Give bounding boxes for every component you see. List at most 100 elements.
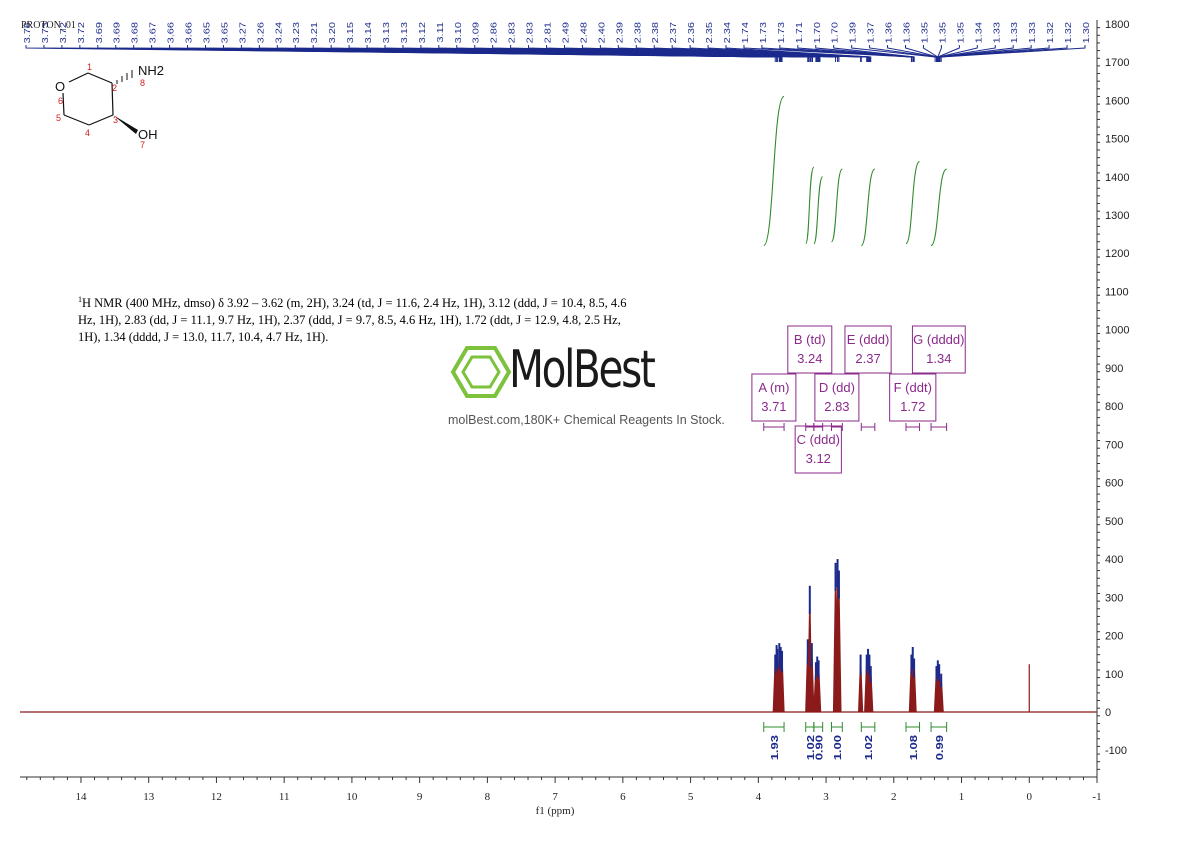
y-tick-label: 400 xyxy=(1105,554,1123,566)
integral-curve xyxy=(830,168,843,243)
atom-label-hydroxyl: OH xyxy=(138,127,158,142)
peak xyxy=(809,643,815,713)
molecule-structure: O NH2 OH 1 2 3 4 5 6 7 8 xyxy=(55,62,164,150)
atom-number: 4 xyxy=(85,128,90,138)
peak-leader-line xyxy=(546,45,840,62)
integral-curve xyxy=(930,168,948,247)
solid-wedge-bond xyxy=(113,115,138,134)
atom-label-amine: NH2 xyxy=(138,63,164,78)
x-tick-label: 2 xyxy=(891,791,897,803)
x-tick-label: -1 xyxy=(1092,791,1101,803)
experiment-name: PROTON_01 xyxy=(21,20,76,31)
peak-label: 3.12 xyxy=(418,22,427,43)
integral-curves xyxy=(763,95,948,247)
peak-label: 1.33 xyxy=(1029,22,1038,43)
atom-number: 6 xyxy=(58,96,63,106)
atom-number: 1 xyxy=(87,62,92,72)
peak xyxy=(911,658,917,713)
peak-label: 3.24 xyxy=(275,21,284,43)
peak xyxy=(868,666,874,713)
multiplet-label: F (ddt) xyxy=(894,380,932,395)
y-tick-label: 800 xyxy=(1105,401,1123,413)
spectrum-peaks xyxy=(772,559,1030,713)
y-tick-label: 1100 xyxy=(1105,286,1129,298)
peak-label: 2.49 xyxy=(562,22,571,43)
peak-leader-line xyxy=(779,45,913,62)
peak-label: 2.35 xyxy=(705,22,714,43)
peak-label: 3.27 xyxy=(239,22,248,43)
x-tick-label: 0 xyxy=(1027,791,1033,803)
multiplet-label: C (ddd) xyxy=(797,432,840,447)
peak-label: 3.67 xyxy=(149,22,158,43)
peak-label: 1.36 xyxy=(903,22,912,43)
y-tick-label: 600 xyxy=(1105,478,1123,490)
peak-leader-line xyxy=(797,45,914,62)
x-tick-label: 3 xyxy=(823,791,829,803)
multiplet-shift: 3.24 xyxy=(797,351,822,366)
integral-value: 0.90 xyxy=(815,735,825,760)
integral-values: 1.93 1.020.90 1.00 1.02 1.08 0.99 xyxy=(763,722,948,760)
peak-label: 3.13 xyxy=(400,22,409,43)
peak-label: 3.73 xyxy=(41,22,50,43)
peak-leader-line xyxy=(689,45,870,62)
peak-leader-line xyxy=(940,45,1086,62)
peak-label: 3.68 xyxy=(131,22,140,43)
y-tick-label: 200 xyxy=(1105,631,1123,643)
molbest-logo-text: MolBest xyxy=(509,340,656,400)
peak-leader-line xyxy=(937,45,960,62)
y-tick-label: 300 xyxy=(1105,592,1123,604)
peak-label: 2.38 xyxy=(634,22,643,43)
peak-label: 1.32 xyxy=(1046,22,1055,43)
peak-labels: 3.75 3.73 3.72 3.72 3.69 3.69 3.68 3.67 3.66 3.66… xyxy=(23,21,1091,62)
peak-label: 1.30 xyxy=(1082,22,1091,43)
multiplet-label: B (td) xyxy=(794,332,826,347)
atom-number: 3 xyxy=(113,115,118,125)
peak xyxy=(836,570,842,713)
peak-label: 1.73 xyxy=(759,22,768,43)
y-tick-label: 1500 xyxy=(1105,134,1129,146)
x-tick-label: 12 xyxy=(211,791,222,803)
y-tick-label: 1300 xyxy=(1105,210,1129,222)
peak-label: 3.66 xyxy=(185,22,194,43)
peak-label: 3.13 xyxy=(382,22,391,43)
peak-label: 3.14 xyxy=(364,21,373,43)
multiplet-shift: 2.37 xyxy=(855,351,880,366)
peak-label: 3.10 xyxy=(454,22,463,43)
x-tick-label: 7 xyxy=(552,791,558,803)
multiplet-shift: 2.83 xyxy=(824,399,849,414)
peak-label: 1.32 xyxy=(1064,22,1073,43)
integral-value: 1.08 xyxy=(909,734,919,760)
multiplet-boxes: A (m) 3.71 B (td) 3.24 C (ddd) 3.12 D (dd) 2.83… xyxy=(751,325,966,474)
y-tick-label: 0 xyxy=(1105,707,1111,719)
nmr-description: 1H NMR (400 MHz, dmso) δ 3.92 – 3.62 (m,… xyxy=(78,291,638,346)
multiplet-label: G (dddd) xyxy=(913,332,964,347)
peak-leader-line xyxy=(937,45,978,62)
peak-leader-line xyxy=(743,45,912,62)
peak-label: 1.33 xyxy=(1011,22,1020,43)
peak-leader-line xyxy=(833,45,915,62)
integral-curve xyxy=(763,95,785,247)
peak-label: 3.72 xyxy=(77,22,86,43)
nucleus-superscript: 1 xyxy=(78,295,82,304)
integral-value: 1.00 xyxy=(833,735,843,760)
multiplet-box xyxy=(889,373,937,422)
y-tick-label: 500 xyxy=(1105,516,1123,528)
y-tick-label: 1700 xyxy=(1105,57,1129,69)
integral-curve xyxy=(813,176,824,245)
peak-label: 3.66 xyxy=(167,22,176,43)
nmr-description-text: H NMR (400 MHz, dmso) δ 3.92 – 3.62 (m, … xyxy=(78,296,627,345)
peak xyxy=(938,673,944,713)
multiplet-box xyxy=(794,425,842,474)
y-tick-label: -100 xyxy=(1105,745,1127,757)
peak-label: 1.35 xyxy=(939,22,948,43)
x-axis: 14 13 12 11 10 9 8 7 6 5 4 3 2 1 0 -1 xyxy=(26,777,1102,803)
multiplet-box xyxy=(751,373,797,422)
atom-number: 7 xyxy=(140,140,145,150)
integral-value: 1.93 xyxy=(770,735,780,760)
multiplet-box xyxy=(814,373,860,422)
peak-label: 2.86 xyxy=(490,22,499,43)
y-axis: -100 0 100 200 300 400 500 600 700 800 900 1000 1100… xyxy=(1097,19,1129,770)
hashed-wedge-bond xyxy=(116,70,133,84)
peak-label: 1.35 xyxy=(921,22,930,43)
